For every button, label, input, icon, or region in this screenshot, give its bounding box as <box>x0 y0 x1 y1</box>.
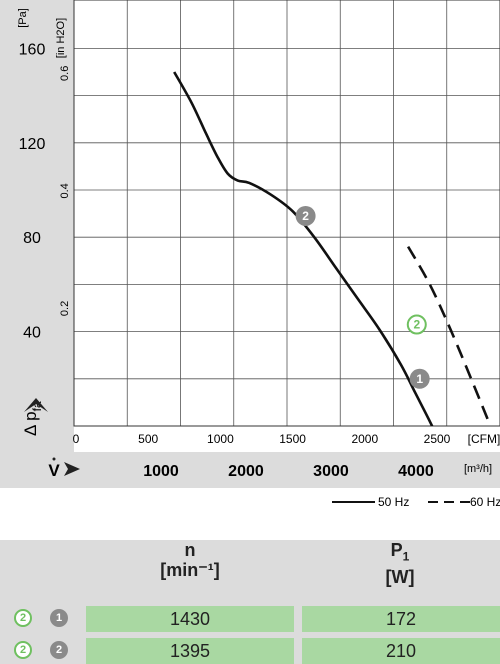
operating-point-label: 1 <box>416 372 423 386</box>
col-header-power-symbol: P1 <box>280 540 500 567</box>
x-axis-arrow-icon <box>64 462 80 476</box>
y-ticks-pa: 40 80 120 160 <box>19 41 46 341</box>
table-row: 2 1 1430 172 <box>0 606 500 632</box>
y-unit-pa: [Pa] <box>17 8 29 28</box>
x-tick-label-cfm: 2500 <box>424 432 451 446</box>
legend-label-50hz: 50 Hz <box>378 495 409 509</box>
x-tick-label-cfm: 1500 <box>279 432 306 446</box>
power-symbol-sub: 1 <box>402 549 410 564</box>
grid <box>73 0 500 426</box>
operating-point-label: 2 <box>302 209 309 223</box>
x-axis-label: V <box>48 461 60 480</box>
legend: 50 Hz 60 Hz <box>332 495 500 509</box>
x-unit-m3h: [m³/h] <box>464 463 492 475</box>
x-tick-label-cfm: 0 <box>73 432 80 446</box>
series-60hz-line <box>406 245 489 420</box>
col-header-power: P1 [W] <box>280 540 500 592</box>
operating-point-marker <box>406 314 427 335</box>
badge-filled: 1 <box>50 609 68 627</box>
badge-outline: 2 <box>14 609 32 627</box>
x-ticks-m3h: 1000 2000 3000 4000 <box>143 463 434 480</box>
col-header-speed-unit: [min⁻¹] <box>160 560 220 580</box>
power-symbol: P <box>390 540 403 560</box>
x-tick-label-cfm: 2000 <box>351 432 378 446</box>
y-unit-inh2o: [in H2O] <box>55 18 67 58</box>
y-axis-arrow-icon <box>24 398 48 412</box>
fan-curve-chart: [Pa] [in H2O] 40 80 120 160 0.2 0.4 0.6 0 500 1… <box>0 0 500 540</box>
y-axis-label: Δ pfa <box>21 401 44 436</box>
y-axis-label-sub: fa <box>30 401 44 411</box>
x-tick-label-cfm: 500 <box>138 432 158 446</box>
x-tick-label-m3h: 1000 <box>143 463 179 480</box>
plot-frame <box>73 0 500 427</box>
y-tick-label-inh2o: 0.4 <box>59 183 71 198</box>
series-group <box>173 71 489 426</box>
y-tick-label-pa: 160 <box>19 41 46 58</box>
x-tick-label-m3h: 4000 <box>398 463 434 480</box>
x-axis-panel <box>0 452 500 488</box>
svg-text:Δ pfa: Δ pfa <box>21 401 44 436</box>
power-value: 210 <box>302 638 500 664</box>
operating-point-label: 2 <box>413 318 420 332</box>
y-tick-label-inh2o: 0.6 <box>59 66 71 81</box>
col-header-power-unit: [W] <box>385 566 415 587</box>
operating-point-marker <box>409 368 430 389</box>
y-axis-panel <box>0 0 74 488</box>
x-tick-label-cfm: 1000 <box>207 432 234 446</box>
y-axis-label-main: Δ p <box>21 411 40 436</box>
legend-label-60hz: 60 Hz <box>470 495 500 509</box>
y-tick-label-pa: 120 <box>19 136 46 153</box>
col-header-speed: n [min⁻¹] <box>70 540 310 592</box>
x-tick-label-m3h: 3000 <box>313 463 349 480</box>
table-row: 2 2 1395 210 <box>0 638 500 664</box>
badge-filled: 2 <box>50 641 68 659</box>
operating-point-marker <box>295 205 316 226</box>
x-axis-label-dot <box>52 457 56 461</box>
speed-value: 1395 <box>86 638 294 664</box>
col-header-speed-symbol: n <box>184 540 196 560</box>
y-ticks-inh2o: 0.2 0.4 0.6 <box>59 66 71 316</box>
y-tick-label-pa: 80 <box>23 230 41 247</box>
x-ticks-cfm: 0 500 1000 1500 2000 2500 <box>73 432 451 446</box>
speed-value: 1430 <box>86 606 294 632</box>
markers-group: 2 1 2 <box>295 205 430 389</box>
series-50hz-line <box>173 71 434 426</box>
x-unit-cfm: [CFM] <box>468 432 500 446</box>
chart-background <box>0 0 500 540</box>
y-tick-label-pa: 40 <box>23 325 41 342</box>
x-tick-label-m3h: 2000 <box>228 463 264 480</box>
power-value: 172 <box>302 606 500 632</box>
badge-outline: 2 <box>14 641 32 659</box>
y-tick-label-inh2o: 0.2 <box>59 301 71 316</box>
